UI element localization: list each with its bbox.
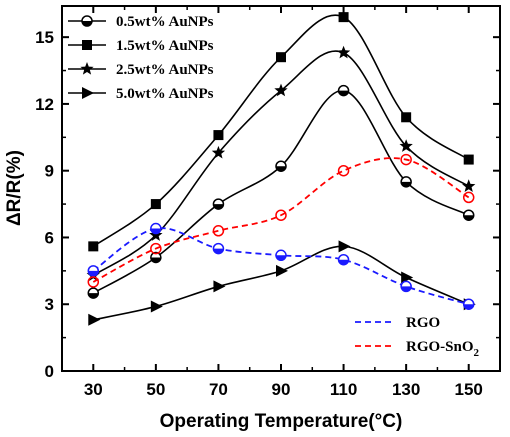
data-point: [337, 253, 350, 266]
data-point: [150, 199, 161, 210]
data-point: [274, 83, 288, 97]
data-point: [463, 154, 474, 165]
data-point: [212, 242, 225, 255]
legend-label-main: RGO: [406, 315, 440, 331]
x-tick-label: 70: [209, 380, 228, 399]
data-point: [150, 300, 163, 313]
data-point: [87, 276, 100, 288]
y-tick-label: 3: [45, 295, 54, 314]
y-axis-ticks: 0 3 6 9 12 15: [35, 28, 500, 381]
y-tick-label: 9: [45, 162, 54, 181]
data-point: [276, 264, 288, 277]
x-axis-label: Operating Temperature(°C): [160, 411, 403, 432]
data-point: [87, 265, 100, 277]
legend-marker: [81, 15, 93, 27]
x-tick-label: 110: [330, 380, 357, 399]
data-point: [88, 241, 99, 252]
data-point: [275, 249, 287, 262]
data-point: [400, 153, 412, 166]
legend-primary: 0.5wt% AuNPs 1.5wt% AuNPs 2.5wt% AuNPs 5.0w…: [68, 14, 214, 102]
x-tick-label: 30: [84, 380, 103, 399]
data-point: [399, 139, 413, 152]
series-line: [92, 157, 470, 283]
y-tick-label: 12: [35, 95, 54, 114]
legend-label: 2.5wt% AuNPs: [116, 62, 214, 78]
x-tick-label: 150: [455, 380, 483, 399]
series-line: [92, 227, 469, 306]
legend-label: 1.5wt% AuNPs: [116, 38, 214, 54]
legend-label: RGO-SnO2: [406, 339, 480, 359]
y-tick-label: 0: [45, 362, 54, 381]
series-layer: [86, 12, 476, 326]
x-tick-label: 90: [272, 380, 291, 399]
data-point: [462, 298, 475, 310]
data-point: [150, 222, 162, 235]
y-tick-label: 15: [35, 28, 54, 47]
data-point: [213, 130, 224, 141]
y-tick-label: 6: [45, 228, 54, 247]
data-point: [211, 145, 226, 159]
data-point: [276, 52, 286, 63]
data-point: [212, 198, 225, 210]
legend-label: 5.0wt% AuNPs: [116, 86, 214, 102]
series-0: [87, 84, 475, 299]
x-tick-label: 130: [392, 380, 420, 399]
data-point: [462, 179, 476, 192]
data-point: [88, 313, 101, 326]
data-point: [212, 225, 225, 237]
data-point: [337, 84, 350, 97]
data-point: [275, 160, 287, 172]
x-tick-label: 50: [146, 380, 165, 399]
series-4: [87, 222, 475, 310]
series-1: [88, 12, 474, 252]
data-point: [150, 251, 162, 264]
data-point: [87, 287, 100, 299]
series-line: [92, 89, 470, 294]
x-axis-ticks: 30 50 70 90 110 130 150: [61, 6, 501, 399]
legend-marker: [80, 62, 94, 75]
data-point: [401, 271, 414, 284]
legend-label-subscript: 2: [474, 347, 480, 359]
legend-label: 0.5wt% AuNPs: [116, 14, 214, 30]
y-axis-label: ΔR/R(%): [4, 150, 25, 226]
data-point: [400, 280, 412, 293]
data-point: [337, 164, 350, 177]
data-point: [462, 209, 475, 221]
data-point: [400, 176, 412, 188]
data-point: [462, 191, 475, 204]
legend-label: RGO: [406, 315, 440, 331]
data-point: [338, 240, 351, 253]
legend-secondary: RGO RGO-SnO2: [355, 315, 480, 359]
legend-label-main: RGO-SnO: [406, 339, 474, 355]
data-point: [149, 228, 163, 241]
data-point: [336, 45, 351, 59]
data-point: [275, 209, 287, 221]
data-point: [150, 242, 162, 255]
data-point: [401, 112, 412, 123]
series-5: [87, 153, 475, 288]
data-point: [338, 12, 349, 23]
legend-marker: [82, 40, 92, 50]
data-point: [213, 280, 226, 293]
legend-marker: [82, 87, 94, 99]
